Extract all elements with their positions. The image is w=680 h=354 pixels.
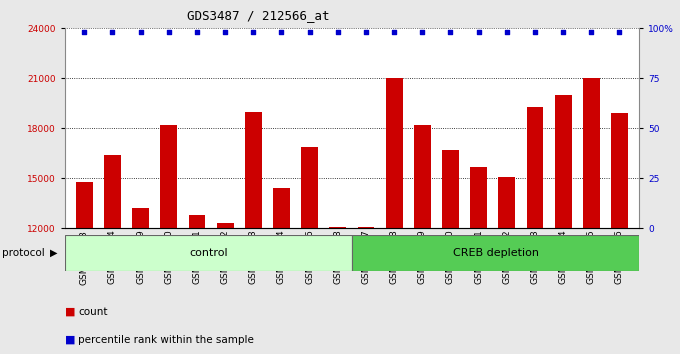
Bar — [442, 150, 459, 354]
Point — [248, 29, 259, 35]
Point — [163, 29, 174, 35]
Bar — [470, 167, 487, 354]
Bar — [301, 147, 318, 354]
Bar — [526, 107, 543, 354]
Point — [473, 29, 484, 35]
Point — [614, 29, 625, 35]
Bar — [160, 125, 177, 354]
Bar — [245, 112, 262, 354]
Text: ▶: ▶ — [50, 248, 57, 258]
Text: control: control — [189, 248, 228, 258]
Point — [304, 29, 315, 35]
Bar — [217, 223, 234, 354]
Text: protocol: protocol — [2, 248, 45, 258]
Point — [558, 29, 568, 35]
Point — [501, 29, 512, 35]
Point — [586, 29, 597, 35]
Bar — [498, 177, 515, 354]
Bar — [386, 78, 403, 354]
Bar — [414, 125, 430, 354]
Point — [389, 29, 400, 35]
Bar — [611, 113, 628, 354]
Point — [530, 29, 541, 35]
Text: percentile rank within the sample: percentile rank within the sample — [78, 335, 254, 345]
Point — [220, 29, 231, 35]
Bar — [132, 208, 149, 354]
Bar — [76, 182, 92, 354]
Text: ■: ■ — [65, 307, 75, 316]
Bar — [555, 95, 572, 354]
Bar — [65, 235, 352, 271]
Point — [445, 29, 456, 35]
Text: count: count — [78, 307, 107, 316]
Point — [333, 29, 343, 35]
Bar — [104, 155, 121, 354]
Bar — [358, 227, 375, 354]
Text: CREB depletion: CREB depletion — [453, 248, 539, 258]
Bar — [583, 78, 600, 354]
Point — [360, 29, 371, 35]
Text: GDS3487 / 212566_at: GDS3487 / 212566_at — [187, 9, 330, 22]
Bar — [329, 227, 346, 354]
Point — [135, 29, 146, 35]
Point — [417, 29, 428, 35]
Bar — [273, 188, 290, 354]
Point — [192, 29, 203, 35]
Point — [276, 29, 287, 35]
Bar — [188, 215, 205, 354]
Bar — [352, 235, 639, 271]
Point — [107, 29, 118, 35]
Text: ■: ■ — [65, 335, 75, 345]
Point — [79, 29, 90, 35]
